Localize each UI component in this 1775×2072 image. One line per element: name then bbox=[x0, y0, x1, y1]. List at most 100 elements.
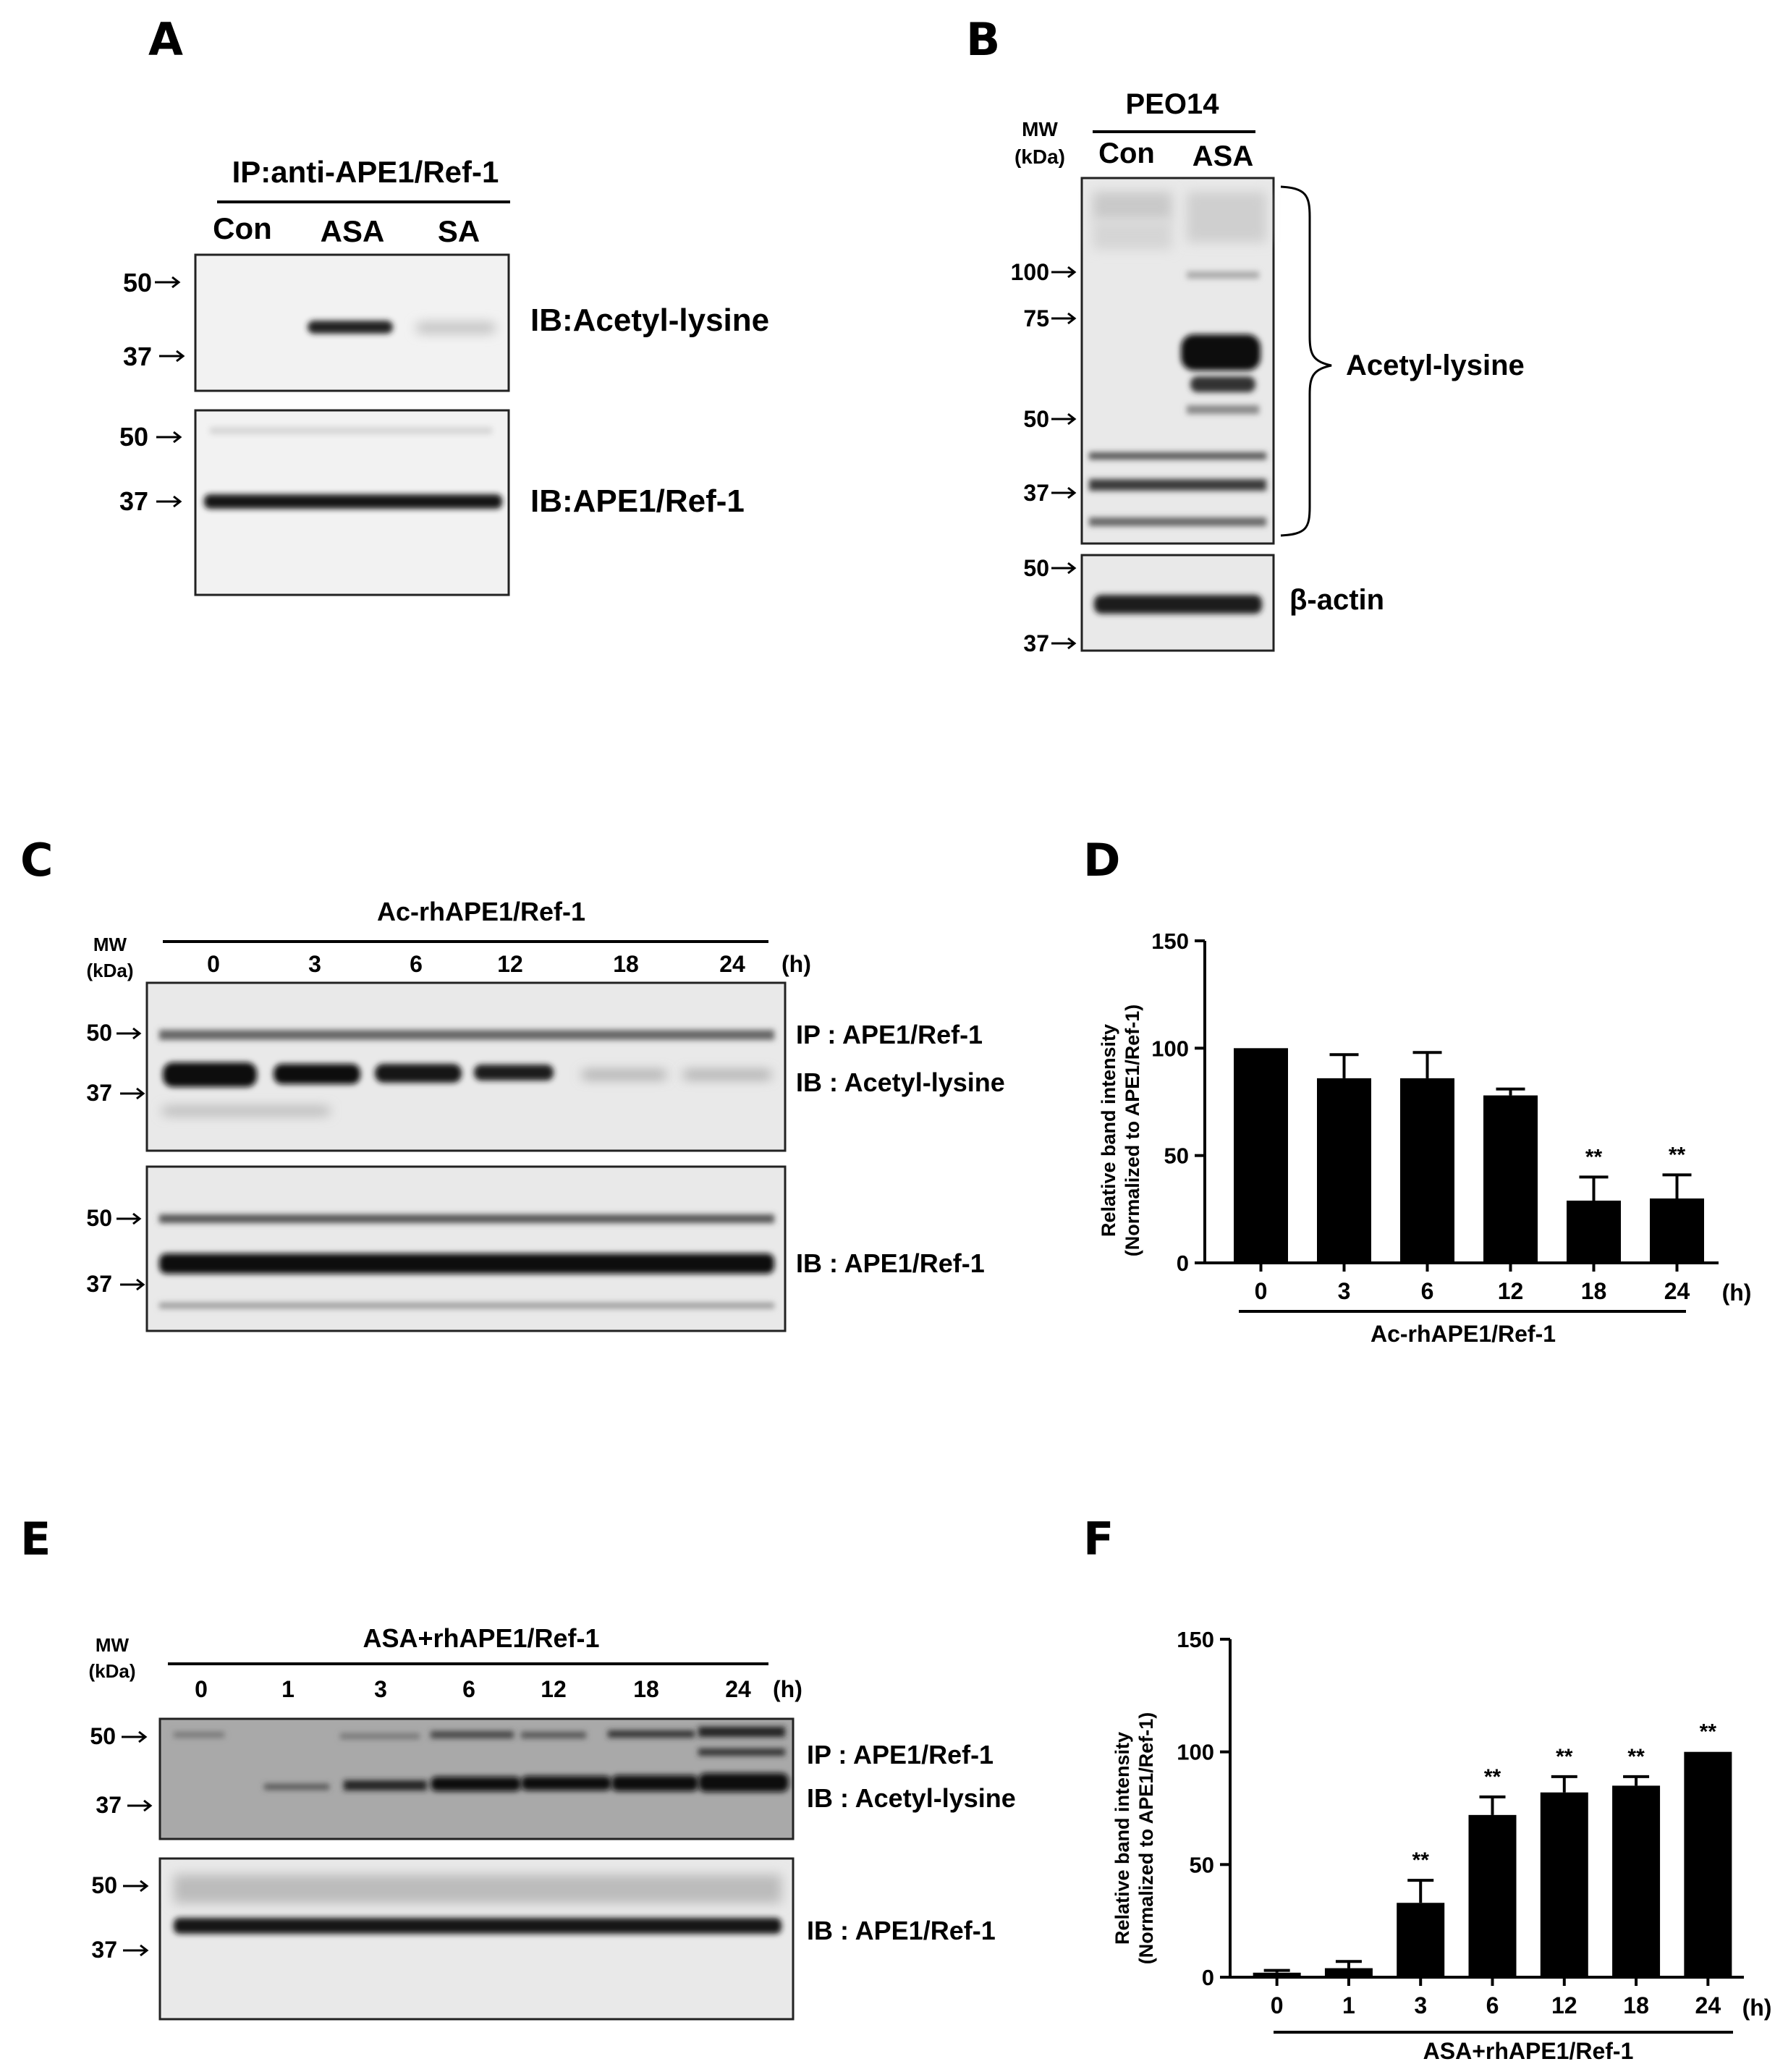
d-xtick-label: 3 bbox=[1338, 1278, 1351, 1304]
b-label-acetyl: Acetyl-lysine bbox=[1346, 350, 1525, 381]
e-lane-label: 6 bbox=[462, 1676, 475, 1702]
panel-letter-c: C bbox=[20, 834, 54, 887]
b-label-actin: β-actin bbox=[1289, 584, 1384, 616]
c-band bbox=[159, 1214, 774, 1223]
c-label-ib-ape1: IB : APE1/Ref-1 bbox=[796, 1248, 985, 1278]
a-arrows bbox=[155, 276, 185, 508]
f-bar bbox=[1468, 1814, 1517, 1977]
b-marker: 50 bbox=[1023, 555, 1049, 581]
d-ytick-label: 150 bbox=[1151, 929, 1189, 954]
b-band bbox=[1187, 192, 1266, 242]
e-lane-label: 12 bbox=[541, 1676, 567, 1702]
e-header: ASA+rhAPE1/Ref-1 bbox=[363, 1623, 599, 1653]
f-error-bar bbox=[1551, 1775, 1577, 1793]
c-band bbox=[163, 1107, 329, 1115]
b-arrows bbox=[1051, 266, 1077, 650]
f-x-group-label: ASA+rhAPE1/Ref-1 bbox=[1423, 2038, 1634, 2064]
c-mw: MW bbox=[93, 934, 127, 955]
d-x-unit: (h) bbox=[1722, 1280, 1752, 1306]
d-bar bbox=[1567, 1200, 1621, 1263]
c-marker: 50 bbox=[86, 1205, 112, 1231]
a-band bbox=[204, 494, 502, 509]
f-bar bbox=[1324, 1968, 1373, 1977]
d-ytick-label: 0 bbox=[1177, 1251, 1189, 1276]
a-label-acetyl: IB:Acetyl-lysine bbox=[530, 303, 769, 338]
e-band bbox=[611, 1775, 698, 1791]
d-ylabel-line2: (Normalized to APE1/Ref-1) bbox=[1122, 1005, 1143, 1257]
c-marker: 50 bbox=[86, 1020, 112, 1046]
e-band bbox=[264, 1784, 329, 1790]
panel-a: A IP:anti-APE1/Ref-1 Con ASA SA 50 37 50… bbox=[119, 13, 769, 596]
f-significance-label: ** bbox=[1556, 1745, 1573, 1769]
a-marker: 37 bbox=[119, 486, 148, 516]
d-xtick-label: 6 bbox=[1421, 1278, 1434, 1304]
d-xtick-label: 18 bbox=[1581, 1278, 1607, 1304]
e-label-ip: IP : APE1/Ref-1 bbox=[807, 1740, 994, 1769]
a-ip-header: IP:anti-APE1/Ref-1 bbox=[232, 155, 499, 189]
f-xtick-label: 12 bbox=[1551, 1992, 1577, 2018]
f-error-bar bbox=[1407, 1879, 1434, 1903]
d-bar bbox=[1483, 1095, 1538, 1263]
b-band bbox=[1181, 334, 1261, 371]
f-error-bar bbox=[1479, 1795, 1506, 1815]
f-xtick-label: 6 bbox=[1486, 1992, 1499, 2018]
e-band bbox=[521, 1776, 611, 1790]
f-ytick-label: 0 bbox=[1202, 1965, 1214, 1990]
panel-letter-b: B bbox=[966, 13, 1000, 66]
f-bar bbox=[1684, 1751, 1732, 1977]
a-band bbox=[416, 323, 496, 333]
c-label-ib-acetyl: IB : Acetyl-lysine bbox=[796, 1067, 1005, 1097]
c-band bbox=[274, 1064, 360, 1084]
f-ytick-label: 150 bbox=[1177, 1627, 1214, 1652]
f-significance-label: ** bbox=[1700, 1720, 1717, 1744]
e-lane-label: 24 bbox=[725, 1676, 751, 1702]
d-ytick-label: 50 bbox=[1164, 1143, 1189, 1169]
panel-letter-e: E bbox=[20, 1513, 51, 1565]
c-band bbox=[583, 1071, 666, 1078]
d-error-bar bbox=[1579, 1175, 1609, 1201]
b-band bbox=[1089, 452, 1266, 460]
panel-c: C MW (kDa) Ac-rhAPE1/Ref-1 0 3 6 12 18 2… bbox=[20, 834, 1005, 1332]
e-lane-label: 1 bbox=[281, 1676, 295, 1702]
b-lane-label: ASA bbox=[1192, 140, 1253, 172]
e-band bbox=[340, 1733, 420, 1739]
a-lane-label: ASA bbox=[321, 214, 385, 248]
panel-letter-f: F bbox=[1083, 1513, 1114, 1565]
b-band bbox=[1094, 595, 1262, 614]
f-bar bbox=[1540, 1792, 1588, 1977]
b-band bbox=[1089, 517, 1266, 526]
b-kda: (kDa) bbox=[1014, 145, 1065, 168]
c-kda: (kDa) bbox=[86, 960, 133, 981]
c-lane-label: 3 bbox=[308, 951, 321, 977]
f-ylabel-line1: Relative band intensity bbox=[1111, 1732, 1133, 1945]
d-bar bbox=[1650, 1198, 1704, 1263]
f-ylabel-line2: (Normalized to APE1/Ref-1) bbox=[1135, 1712, 1157, 1965]
f-xtick-label: 1 bbox=[1342, 1992, 1355, 2018]
e-band bbox=[174, 1918, 781, 1934]
e-arrows bbox=[122, 1730, 153, 1957]
e-lane-label: 3 bbox=[374, 1676, 387, 1702]
e-band bbox=[344, 1780, 427, 1790]
panel-e: E MW (kDa) ASA+rhAPE1/Ref-1 0 1 3 6 12 1… bbox=[20, 1513, 1016, 2021]
d-error-bar bbox=[1496, 1087, 1525, 1096]
f-significance-label: ** bbox=[1412, 1848, 1430, 1872]
e-marker: 50 bbox=[90, 1723, 116, 1749]
a-band bbox=[210, 427, 492, 434]
a-lane-label: Con bbox=[213, 211, 272, 245]
c-lane-label: 6 bbox=[410, 951, 423, 977]
d-xtick-label: 24 bbox=[1664, 1278, 1690, 1304]
a-band bbox=[308, 321, 393, 334]
a-marker: 37 bbox=[123, 342, 152, 371]
c-band bbox=[684, 1071, 771, 1078]
b-bracket bbox=[1280, 185, 1332, 537]
d-ylabel-line1: Relative band intensity bbox=[1098, 1024, 1119, 1237]
panel-letter-d: D bbox=[1083, 834, 1120, 887]
e-band bbox=[521, 1732, 586, 1738]
f-xtick-label: 3 bbox=[1414, 1992, 1427, 2018]
d-ytick-label: 100 bbox=[1151, 1036, 1189, 1061]
e-band bbox=[174, 1874, 781, 1903]
c-band bbox=[163, 1062, 257, 1087]
d-error-bar bbox=[1662, 1173, 1692, 1198]
f-error-bar bbox=[1335, 1960, 1362, 1969]
d-xtick-label: 12 bbox=[1498, 1278, 1524, 1304]
